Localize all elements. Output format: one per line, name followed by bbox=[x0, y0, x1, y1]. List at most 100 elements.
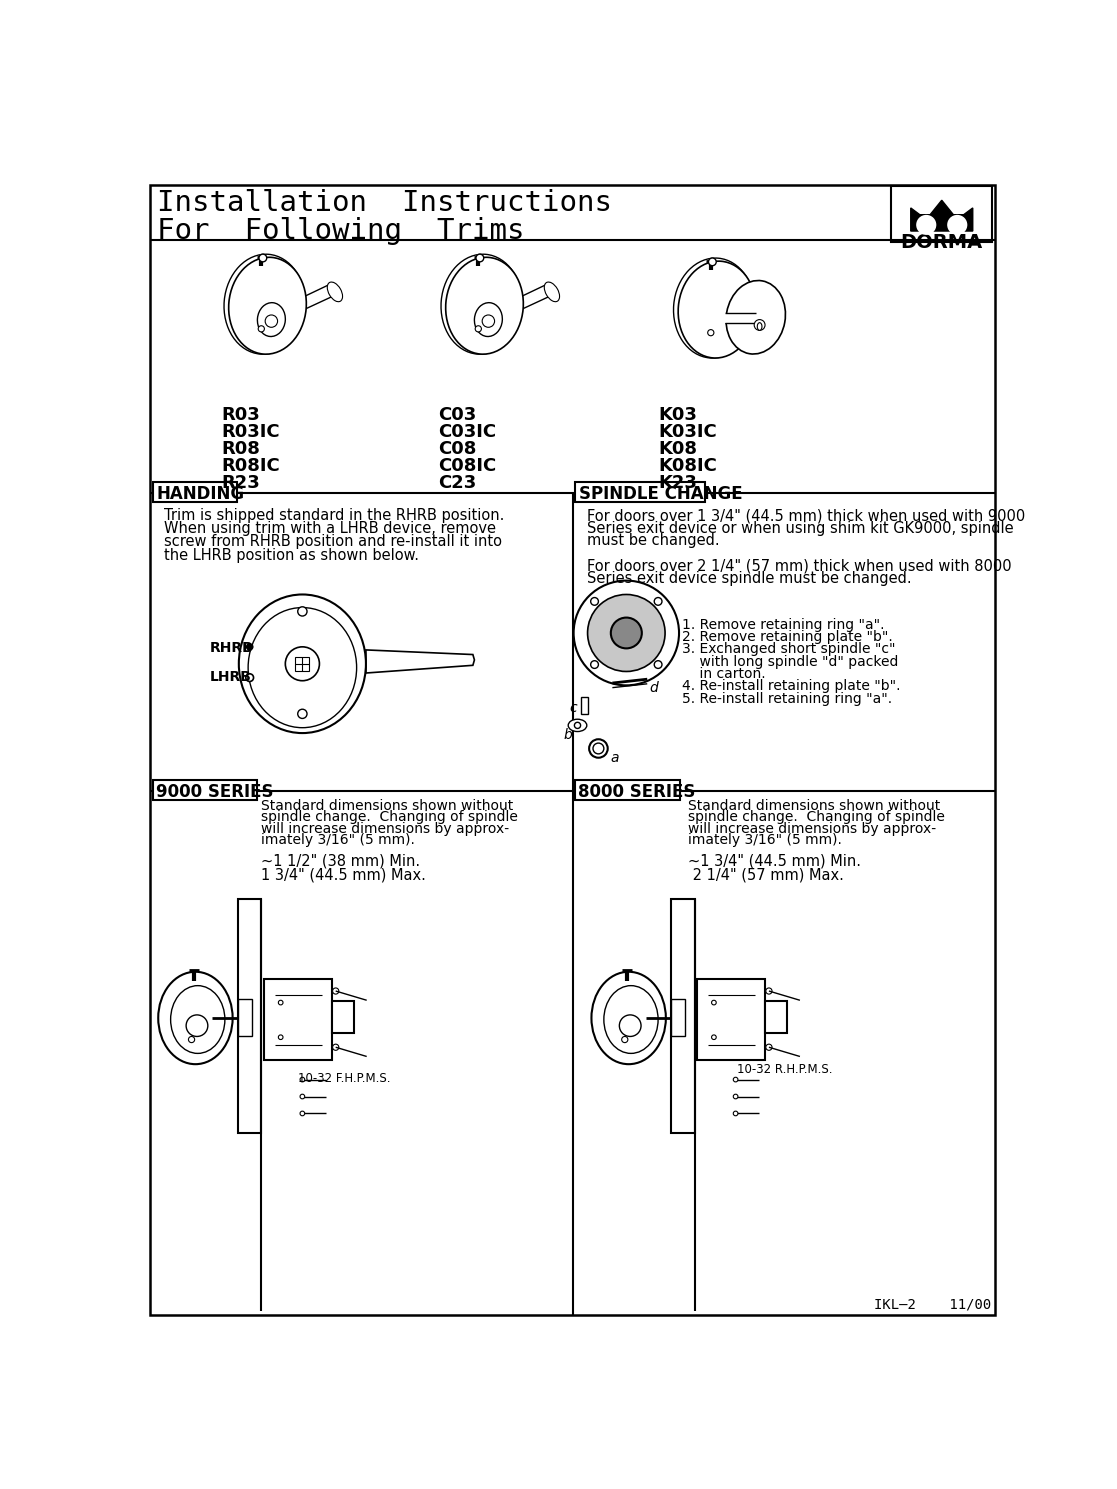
Text: R08IC: R08IC bbox=[221, 457, 279, 475]
Circle shape bbox=[591, 597, 599, 605]
Text: K03: K03 bbox=[659, 406, 698, 424]
Text: c: c bbox=[570, 701, 577, 715]
Text: For  Following  Trims: For Following Trims bbox=[156, 217, 524, 246]
Text: with long spindle "d" packed: with long spindle "d" packed bbox=[682, 655, 898, 669]
Circle shape bbox=[655, 661, 662, 669]
Text: will increase dimensions by approx-: will increase dimensions by approx- bbox=[688, 822, 936, 835]
Bar bbox=[671, 999, 685, 1036]
Circle shape bbox=[589, 739, 608, 758]
Circle shape bbox=[298, 608, 307, 616]
Bar bbox=[575, 780, 680, 800]
Text: b: b bbox=[564, 728, 572, 742]
Circle shape bbox=[708, 329, 714, 335]
Text: RHRB: RHRB bbox=[209, 640, 254, 655]
Circle shape bbox=[333, 1044, 338, 1050]
Polygon shape bbox=[277, 283, 337, 322]
Ellipse shape bbox=[257, 302, 285, 337]
Text: K03IC: K03IC bbox=[659, 423, 717, 441]
Text: screw from RHRB position and re-install it into: screw from RHRB position and re-install … bbox=[164, 535, 503, 549]
Ellipse shape bbox=[591, 972, 666, 1065]
Ellipse shape bbox=[947, 214, 967, 235]
Circle shape bbox=[300, 1094, 305, 1099]
Circle shape bbox=[187, 1015, 208, 1036]
Circle shape bbox=[766, 987, 772, 995]
Text: 5. Re-install retaining ring "a".: 5. Re-install retaining ring "a". bbox=[682, 691, 892, 706]
Bar bbox=[575, 482, 705, 502]
Bar bbox=[295, 657, 309, 670]
Bar bbox=[332, 1001, 353, 1033]
Bar bbox=[765, 1001, 786, 1033]
Text: For doors over 1 3/4" (44.5 mm) thick when used with 9000: For doors over 1 3/4" (44.5 mm) thick wh… bbox=[586, 508, 1025, 523]
Bar bbox=[910, 214, 973, 231]
Circle shape bbox=[333, 987, 338, 995]
Text: SPINDLE CHANGE: SPINDLE CHANGE bbox=[579, 485, 743, 503]
Text: HANDING: HANDING bbox=[156, 485, 245, 503]
Ellipse shape bbox=[544, 281, 560, 302]
Circle shape bbox=[298, 709, 307, 719]
Text: C08: C08 bbox=[438, 439, 476, 457]
Bar bbox=[697, 980, 765, 1060]
Circle shape bbox=[278, 1035, 283, 1039]
Text: the LHRB position as shown below.: the LHRB position as shown below. bbox=[164, 548, 419, 563]
Ellipse shape bbox=[446, 258, 524, 354]
Text: in carton.: in carton. bbox=[682, 667, 766, 680]
Ellipse shape bbox=[229, 258, 306, 354]
Circle shape bbox=[766, 1044, 772, 1050]
Ellipse shape bbox=[327, 281, 343, 302]
Ellipse shape bbox=[708, 258, 716, 265]
Circle shape bbox=[246, 675, 254, 682]
Polygon shape bbox=[494, 283, 554, 322]
Circle shape bbox=[300, 1111, 305, 1115]
Ellipse shape bbox=[441, 255, 522, 354]
Text: Standard dimensions shown without: Standard dimensions shown without bbox=[261, 798, 514, 813]
Text: will increase dimensions by approx-: will increase dimensions by approx- bbox=[261, 822, 509, 835]
Text: K23: K23 bbox=[659, 474, 698, 491]
Text: 3. Exchanged short spindle "c": 3. Exchanged short spindle "c" bbox=[682, 642, 896, 657]
Text: C03IC: C03IC bbox=[438, 423, 496, 441]
Text: 10-32 F.H.P.M.S.: 10-32 F.H.P.M.S. bbox=[298, 1072, 391, 1085]
Bar bbox=[238, 999, 252, 1036]
Text: must be changed.: must be changed. bbox=[586, 533, 719, 548]
Text: R03IC: R03IC bbox=[221, 423, 279, 441]
Circle shape bbox=[300, 1077, 305, 1083]
Text: spindle change.  Changing of spindle: spindle change. Changing of spindle bbox=[261, 810, 518, 823]
Text: a: a bbox=[611, 750, 619, 765]
Circle shape bbox=[588, 594, 665, 672]
Circle shape bbox=[483, 316, 495, 328]
Ellipse shape bbox=[604, 986, 658, 1053]
Bar bbox=[725, 313, 756, 323]
Text: R08: R08 bbox=[221, 439, 260, 457]
Text: imately 3/16" (5 mm).: imately 3/16" (5 mm). bbox=[688, 834, 841, 847]
Ellipse shape bbox=[757, 323, 762, 331]
Text: IKL–2    11/00: IKL–2 11/00 bbox=[875, 1297, 992, 1312]
Bar bbox=[264, 980, 332, 1060]
Text: 8000 SERIES: 8000 SERIES bbox=[579, 783, 696, 801]
Ellipse shape bbox=[678, 261, 756, 357]
Circle shape bbox=[285, 646, 319, 680]
Text: DORMA: DORMA bbox=[900, 234, 983, 252]
Circle shape bbox=[733, 1111, 738, 1115]
Ellipse shape bbox=[726, 280, 785, 354]
Text: Series exit device or when using shim kit GK9000, spindle: Series exit device or when using shim ki… bbox=[586, 521, 1013, 536]
Text: d: d bbox=[650, 682, 658, 695]
Ellipse shape bbox=[259, 255, 267, 262]
Text: 10-32 R.H.P.M.S.: 10-32 R.H.P.M.S. bbox=[737, 1063, 832, 1075]
Circle shape bbox=[622, 1036, 628, 1042]
Ellipse shape bbox=[674, 258, 754, 357]
Circle shape bbox=[189, 1036, 194, 1042]
Ellipse shape bbox=[171, 986, 225, 1053]
Circle shape bbox=[712, 1035, 716, 1039]
Ellipse shape bbox=[159, 972, 232, 1065]
Polygon shape bbox=[910, 200, 973, 231]
Text: 4. Re-install retaining plate "b".: 4. Re-install retaining plate "b". bbox=[682, 679, 900, 694]
Ellipse shape bbox=[916, 214, 936, 235]
Bar bbox=[891, 186, 992, 241]
Text: 2 1/4" (57 mm) Max.: 2 1/4" (57 mm) Max. bbox=[688, 867, 843, 881]
Circle shape bbox=[733, 1077, 738, 1083]
Text: 1. Remove retaining ring "a".: 1. Remove retaining ring "a". bbox=[682, 618, 885, 631]
Text: spindle change.  Changing of spindle: spindle change. Changing of spindle bbox=[688, 810, 945, 823]
Circle shape bbox=[593, 743, 604, 753]
Text: C23: C23 bbox=[438, 474, 476, 491]
Text: Installation  Instructions: Installation Instructions bbox=[156, 189, 612, 217]
Circle shape bbox=[574, 581, 679, 685]
